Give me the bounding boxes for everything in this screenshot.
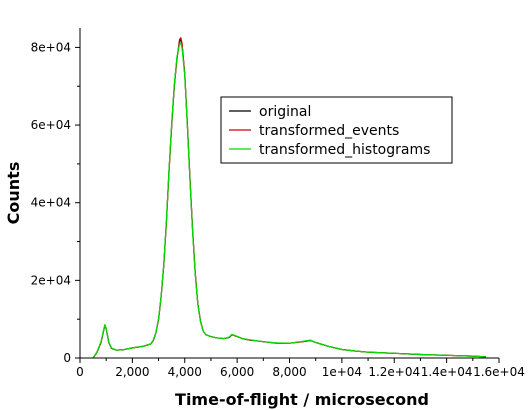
series-line-transformed-events	[92, 37, 486, 359]
legend: original transformed_events transformed_hi…	[220, 96, 453, 164]
x-axis-label: Time-of-flight / microsecond	[175, 390, 429, 409]
x-tick-label: 0	[76, 365, 84, 379]
ticks-layer: 0 2,000 4,000 6,000 8,000 1e+04 1.2e+04 1.4e+04…	[31, 40, 525, 379]
series-layer	[92, 37, 486, 359]
y-tick-label: 6e+04	[31, 118, 71, 132]
x-tick-label: 2,000	[115, 365, 149, 379]
x-tick-label: 1.2e+04	[368, 365, 420, 379]
legend-entry: transformed_histograms	[259, 142, 430, 158]
series-line-original	[92, 38, 486, 359]
x-tick-label: 6,000	[220, 365, 254, 379]
y-tick-label: 0	[63, 351, 71, 365]
legend-entry: transformed_events	[259, 123, 399, 139]
x-tick-label: 1.4e+04	[421, 365, 473, 379]
series-line-transformed-histograms	[92, 42, 486, 359]
y-axis-label: Counts	[4, 162, 23, 225]
x-tick-label: 4,000	[168, 365, 202, 379]
y-tick-label: 8e+04	[31, 40, 71, 54]
y-tick-label: 2e+04	[31, 273, 71, 287]
x-tick-label: 8,000	[272, 365, 306, 379]
x-tick-label: 1e+04	[322, 365, 362, 379]
legend-entry: original	[259, 104, 311, 120]
y-tick-label: 4e+04	[31, 196, 71, 210]
axes-layer	[79, 28, 499, 359]
legend-box	[220, 96, 453, 164]
x-tick-label: 1.6e+04	[473, 365, 525, 379]
